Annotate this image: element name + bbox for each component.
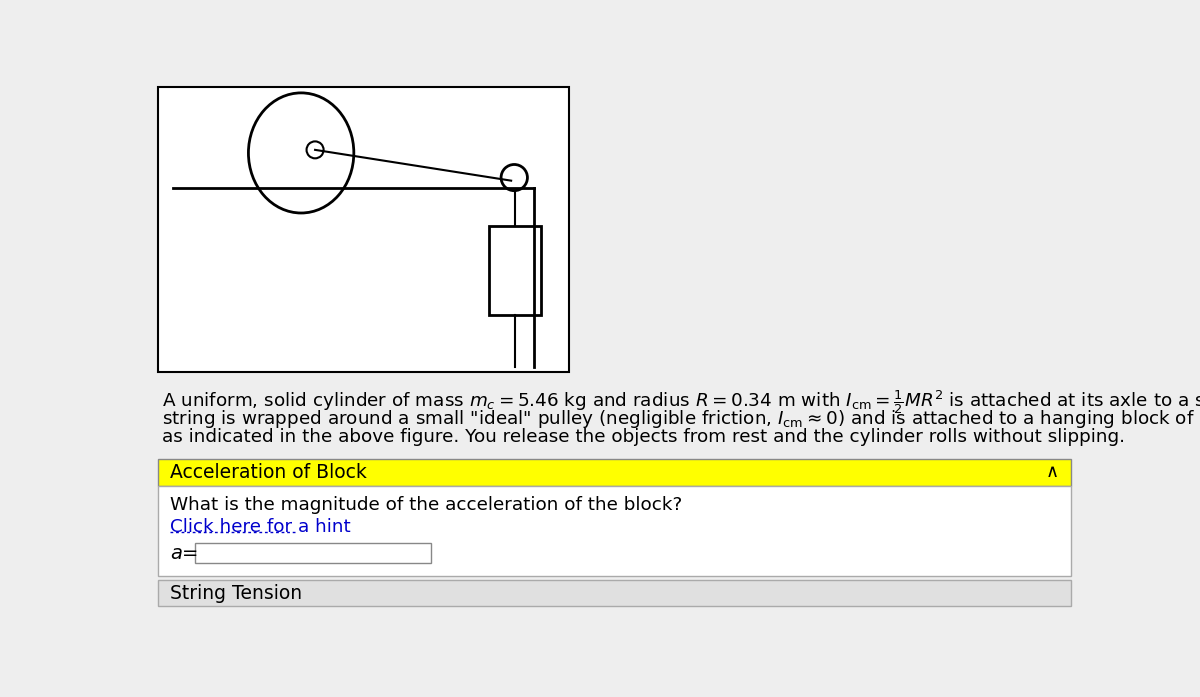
Text: A uniform, solid cylinder of mass $m_c = 5.46$ kg and radius $R = 0.34$ m with $: A uniform, solid cylinder of mass $m_c =… <box>162 388 1200 415</box>
Text: Click here for a hint: Click here for a hint <box>170 518 350 536</box>
Text: as indicated in the above figure. You release the objects from rest and the cyli: as indicated in the above figure. You re… <box>162 428 1124 446</box>
Text: string is wrapped around a small "ideal" pulley (negligible friction, $I_\mathrm: string is wrapped around a small "ideal"… <box>162 408 1200 430</box>
Text: What is the magnitude of the acceleration of the block?: What is the magnitude of the acceleratio… <box>170 496 683 514</box>
Text: Acceleration of Block: Acceleration of Block <box>170 463 367 482</box>
Bar <box>194 544 431 563</box>
Text: ∧: ∧ <box>1045 464 1058 482</box>
Text: String Tension: String Tension <box>170 584 302 603</box>
Bar <box>157 88 569 372</box>
Bar <box>157 459 1070 486</box>
Bar <box>157 581 1070 606</box>
Bar <box>157 486 1070 576</box>
Text: a=: a= <box>170 544 198 563</box>
Bar <box>488 226 541 314</box>
